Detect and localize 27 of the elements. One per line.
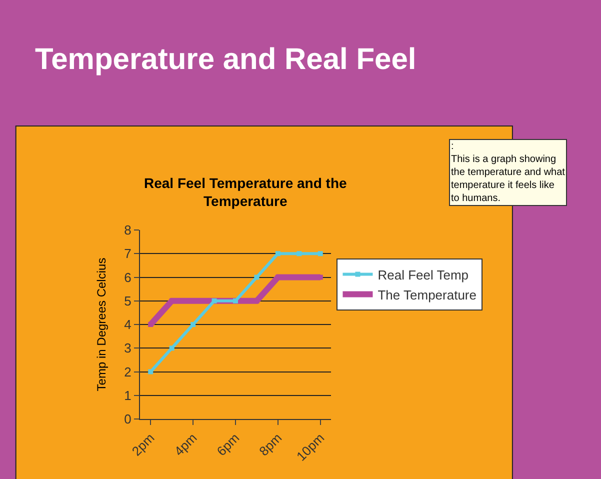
y-tick-label: 6 [124,270,132,285]
x-tick-label: 2pm [128,430,158,459]
point [148,369,154,374]
y-tick-label: 7 [124,246,132,262]
point [275,251,280,256]
y-tick-label: 1 [124,388,132,403]
legend-label: The Temperature [378,287,476,302]
x-tick-label: 4pm [171,430,200,459]
x-tick-label: 6pm [214,430,242,459]
text: : This is a graph showing the temperature and what temperature it feels like to humans. [451,141,566,204]
point [169,346,174,351]
x-tick-label: 8pm [256,430,285,459]
point [148,322,154,327]
chart-subtitle: Real Feel Temperature and the Temperature [144,175,348,210]
y-tick-label: 8 [124,222,132,238]
point [190,322,196,327]
y-axis-title: Temp in Degrees Celcius [94,258,108,392]
chart-title: Temperature and Real Feel [35,43,416,76]
y-tick-label: 3 [124,340,132,356]
y-tick-label: 5 [124,293,132,308]
y-tick-label: 2 [124,364,132,380]
y-tick-label: 0 [124,412,132,427]
point [254,274,260,280]
legend-label: Real Feel Temp [378,267,469,282]
point [318,251,323,256]
point [296,251,302,256]
y-tick-label: 4 [124,317,132,332]
